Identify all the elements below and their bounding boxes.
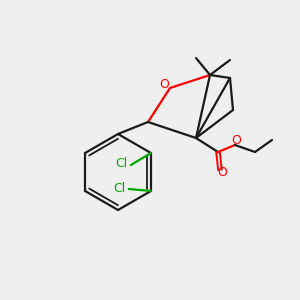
Text: O: O <box>217 166 227 178</box>
Text: O: O <box>159 77 169 91</box>
Text: O: O <box>231 134 241 146</box>
Text: Cl: Cl <box>113 182 125 196</box>
Text: Cl: Cl <box>115 157 127 169</box>
